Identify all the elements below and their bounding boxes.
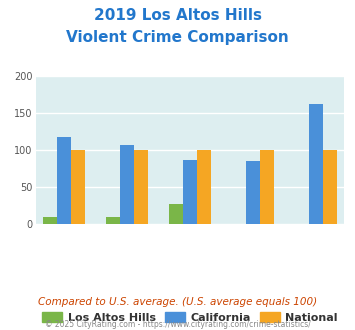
Text: 2019 Los Altos Hills: 2019 Los Altos Hills xyxy=(93,8,262,23)
Bar xyxy=(183,160,197,224)
Bar xyxy=(71,150,84,224)
Legend: Los Altos Hills, California, National: Los Altos Hills, California, National xyxy=(38,307,342,327)
Bar xyxy=(43,217,57,224)
Bar xyxy=(246,160,260,224)
Bar xyxy=(134,150,148,224)
Bar xyxy=(57,137,71,224)
Bar xyxy=(260,150,274,224)
Text: © 2025 CityRating.com - https://www.cityrating.com/crime-statistics/: © 2025 CityRating.com - https://www.city… xyxy=(45,319,310,329)
Text: Compared to U.S. average. (U.S. average equals 100): Compared to U.S. average. (U.S. average … xyxy=(38,297,317,307)
Bar xyxy=(106,217,120,224)
Text: Violent Crime Comparison: Violent Crime Comparison xyxy=(66,30,289,45)
Bar xyxy=(323,150,337,224)
Bar xyxy=(309,104,323,224)
Bar xyxy=(197,150,211,224)
Bar xyxy=(120,145,134,224)
Bar xyxy=(169,204,183,224)
